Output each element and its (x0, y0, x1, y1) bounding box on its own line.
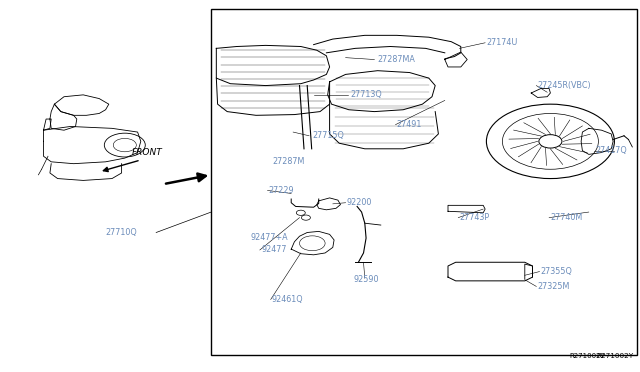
Text: 92461Q: 92461Q (272, 295, 303, 304)
Text: 27417Q: 27417Q (595, 146, 627, 155)
Text: 27245R(VBC): 27245R(VBC) (538, 81, 591, 90)
Text: 92200: 92200 (347, 198, 372, 207)
Text: 27325M: 27325M (538, 282, 570, 291)
Text: 27713Q: 27713Q (351, 90, 383, 99)
Text: 27740M: 27740M (550, 213, 582, 222)
Bar (211, 9, 637, 355)
Text: 27355Q: 27355Q (541, 267, 573, 276)
Text: R271002Y: R271002Y (569, 353, 605, 359)
Text: R271002Y: R271002Y (596, 353, 634, 359)
Text: 27715Q: 27715Q (312, 131, 344, 140)
Text: 27287MA: 27287MA (378, 55, 415, 64)
Text: 27229: 27229 (269, 186, 294, 195)
Text: 92477+A: 92477+A (251, 233, 289, 242)
Text: 92477: 92477 (261, 246, 287, 254)
Text: 27174U: 27174U (486, 38, 518, 47)
Text: 27743P: 27743P (460, 213, 490, 222)
Text: 92590: 92590 (353, 275, 379, 283)
Text: 27287M: 27287M (272, 157, 305, 166)
Text: FRONT: FRONT (132, 148, 163, 157)
Text: 27710Q: 27710Q (106, 228, 138, 237)
Text: 27491: 27491 (397, 120, 422, 129)
